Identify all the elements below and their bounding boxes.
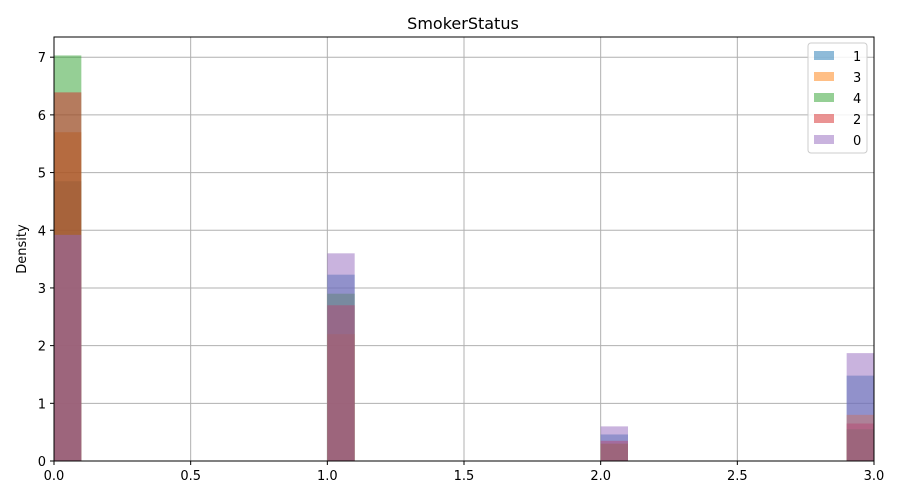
grid xyxy=(53,37,875,462)
bar-series-0-bin-3 xyxy=(846,353,874,461)
legend-frame xyxy=(807,42,868,154)
y-tick-label: 1 xyxy=(38,397,46,412)
bars xyxy=(54,55,874,462)
y-tick-label: 6 xyxy=(38,109,46,124)
bar-series-0-bin-2 xyxy=(600,426,628,461)
legend-swatch-0 xyxy=(814,135,834,144)
bar-series-0-bin-1 xyxy=(327,253,355,461)
y-axis-title: Density xyxy=(15,224,30,274)
legend-swatch-3 xyxy=(814,72,834,81)
x-tick-label: 0.5 xyxy=(180,469,201,484)
x-tick-label: 1.0 xyxy=(317,469,338,484)
x-tick-label: 2.0 xyxy=(590,469,611,484)
legend-label-1: 1 xyxy=(853,50,861,65)
y-tick-label: 0 xyxy=(38,455,46,470)
y-tick-label: 7 xyxy=(38,51,46,66)
y-tick-label: 3 xyxy=(38,282,46,297)
x-tick-label: 2.5 xyxy=(727,469,748,484)
legend-label-0: 0 xyxy=(853,134,861,149)
x-tick-label: 3.0 xyxy=(864,469,885,484)
legend-swatch-4 xyxy=(814,93,834,102)
y-tick-label: 5 xyxy=(38,167,46,182)
legend-label-2: 2 xyxy=(853,113,861,128)
bar-series-0-bin-0 xyxy=(54,234,82,461)
y-tick-label: 2 xyxy=(38,340,46,355)
series-0 xyxy=(54,234,874,461)
x-axis: 0.0 0.5 1.0 1.5 2.0 2.5 3.0 xyxy=(44,461,885,484)
y-tick-label: 4 xyxy=(38,224,46,239)
y-axis: 0 1 2 3 4 5 6 7 xyxy=(38,51,54,470)
legend-swatch-1 xyxy=(814,51,834,60)
legend-label-3: 3 xyxy=(853,71,861,86)
legend: 1 3 4 2 0 xyxy=(807,42,868,154)
x-tick-label: 0.0 xyxy=(44,469,65,484)
chart-title: SmokerStatus xyxy=(407,14,519,33)
legend-swatch-2 xyxy=(814,114,834,123)
legend-label-4: 4 xyxy=(853,92,861,107)
x-tick-label: 1.5 xyxy=(454,469,475,484)
